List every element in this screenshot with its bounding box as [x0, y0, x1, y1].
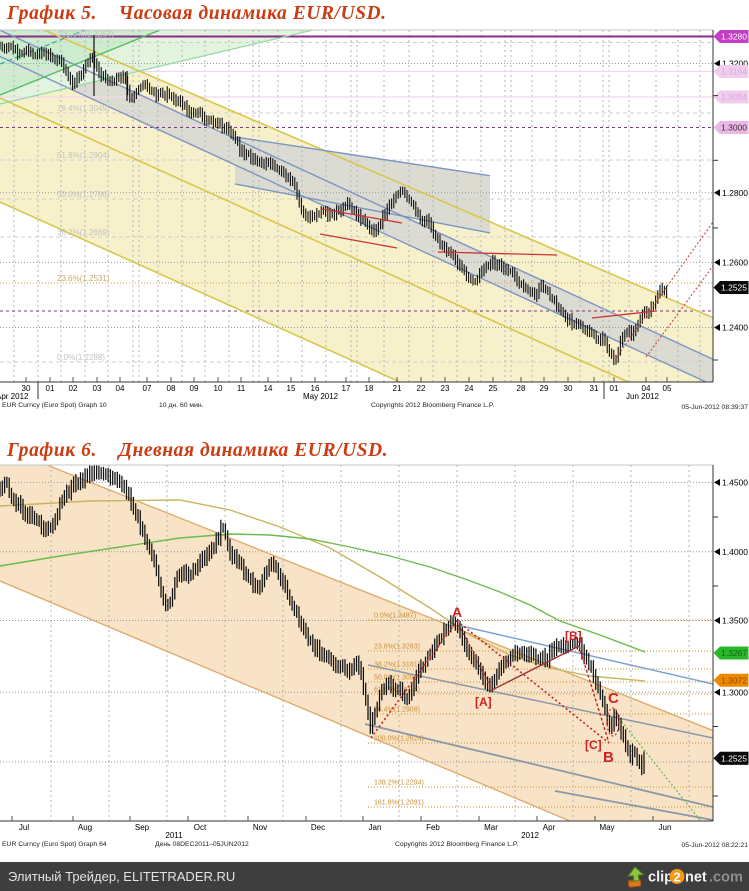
- svg-text:08: 08: [167, 384, 176, 393]
- svg-text:Jun 2012: Jun 2012: [626, 392, 659, 401]
- svg-text:1.3200: 1.3200: [722, 59, 748, 69]
- svg-text:1.2525: 1.2525: [721, 753, 747, 763]
- svg-text:10: 10: [214, 384, 223, 393]
- svg-text:Copyrights 2012 Bloomberg Fina: Copyrights 2012 Bloomberg Finance L.P.: [395, 841, 519, 848]
- svg-text:Jul: Jul: [19, 823, 29, 832]
- svg-text:Feb: Feb: [426, 823, 440, 832]
- svg-text:net: net: [685, 870, 707, 886]
- svg-text:50.0%(1.3098): 50.0%(1.3098): [374, 675, 420, 682]
- svg-text:Nov: Nov: [253, 823, 267, 832]
- svg-text:1.2600: 1.2600: [722, 258, 748, 268]
- svg-text:29: 29: [540, 384, 549, 393]
- svg-text:23.6%(1.2531): 23.6%(1.2531): [57, 274, 110, 283]
- svg-text:17: 17: [342, 384, 351, 393]
- svg-text:11: 11: [237, 384, 246, 393]
- svg-text:138.2%(1.2294): 138.2%(1.2294): [374, 780, 424, 787]
- svg-text:[B]: [B]: [565, 629, 582, 643]
- svg-text:14: 14: [264, 384, 273, 393]
- svg-text:Apr: Apr: [543, 823, 556, 832]
- svg-text:1.3072: 1.3072: [721, 676, 747, 686]
- svg-text:0.0%(1.2288): 0.0%(1.2288): [57, 353, 105, 362]
- svg-text:EUR Curncy (Euro Spot) Graph 6: EUR Curncy (Euro Spot) Graph 64: [2, 841, 107, 848]
- svg-text:100.0%(1.2624): 100.0%(1.2624): [374, 736, 424, 743]
- svg-text:76.4%(1.2908): 76.4%(1.2908): [374, 707, 420, 714]
- svg-text:161.8%(1.2091): 161.8%(1.2091): [374, 800, 424, 807]
- svg-text:EUR Curncy (Euro Spot) Graph 1: EUR Curncy (Euro Spot) Graph 10: [2, 402, 107, 409]
- svg-text:01: 01: [610, 384, 619, 393]
- svg-text:24: 24: [465, 384, 474, 393]
- svg-text:07: 07: [143, 384, 152, 393]
- svg-text:05: 05: [663, 384, 672, 393]
- svg-text:76.4%(1.3049): 76.4%(1.3049): [57, 104, 110, 113]
- svg-text:May 2012: May 2012: [303, 392, 339, 401]
- svg-text:1.3094: 1.3094: [721, 92, 747, 102]
- svg-text:.com: .com: [709, 870, 743, 886]
- svg-text:1.4000: 1.4000: [722, 547, 748, 557]
- svg-text:04: 04: [116, 384, 125, 393]
- svg-text:28: 28: [517, 384, 526, 393]
- svg-text:Aug: Aug: [78, 823, 92, 832]
- svg-text:25: 25: [489, 384, 498, 393]
- svg-text:03: 03: [93, 384, 102, 393]
- svg-text:1.3000: 1.3000: [721, 123, 747, 133]
- svg-text:1.2400: 1.2400: [722, 323, 748, 333]
- svg-text:04: 04: [642, 384, 651, 393]
- svg-text:[C]: [C]: [585, 738, 602, 752]
- svg-text:Jan: Jan: [369, 823, 382, 832]
- svg-text:30: 30: [564, 384, 573, 393]
- svg-text:2011: 2011: [165, 831, 183, 840]
- svg-text:1.3267: 1.3267: [721, 648, 747, 658]
- svg-text:09: 09: [190, 384, 199, 393]
- svg-text:clip: clip: [648, 870, 673, 886]
- svg-text:23: 23: [441, 384, 450, 393]
- svg-text:30: 30: [22, 384, 31, 393]
- svg-text:15: 15: [287, 384, 296, 393]
- svg-text:05-Jun-2012 08:39:37: 05-Jun-2012 08:39:37: [681, 404, 748, 411]
- svg-text:31: 31: [590, 384, 599, 393]
- svg-text:May: May: [599, 823, 614, 832]
- svg-text:16: 16: [311, 384, 320, 393]
- svg-text:Dec: Dec: [311, 823, 325, 832]
- svg-text:B: B: [603, 749, 614, 766]
- svg-text:10 дн. 60 мин.: 10 дн. 60 мин.: [159, 402, 204, 409]
- svg-text:18: 18: [365, 384, 374, 393]
- svg-text:Jun: Jun: [659, 823, 672, 832]
- svg-text:1.3500: 1.3500: [722, 616, 748, 626]
- svg-text:1.3164: 1.3164: [721, 67, 747, 77]
- svg-text:Apr 2012: Apr 2012: [0, 392, 29, 401]
- svg-text:2012: 2012: [521, 831, 539, 840]
- svg-text:02: 02: [69, 384, 78, 393]
- svg-text:0.0%(1.3487): 0.0%(1.3487): [374, 613, 416, 620]
- svg-text:Copyrights 2012 Bloomberg Fina: Copyrights 2012 Bloomberg Finance L.P.: [371, 402, 495, 409]
- svg-text:23.6%(1.3283): 23.6%(1.3283): [374, 644, 420, 651]
- svg-text:21: 21: [393, 384, 402, 393]
- svg-text:C: C: [608, 690, 619, 707]
- svg-text:1.2800: 1.2800: [722, 188, 748, 198]
- svg-text:2: 2: [673, 870, 680, 885]
- svg-text:100.0%(1.3264): 100.0%(1.3264): [57, 30, 114, 39]
- svg-text:1.3280: 1.3280: [721, 32, 747, 42]
- svg-text:22: 22: [417, 384, 426, 393]
- svg-text:1.2525: 1.2525: [721, 283, 747, 293]
- svg-text:50.0%(1.2786): 50.0%(1.2786): [57, 190, 110, 199]
- svg-text:1.3000: 1.3000: [722, 687, 748, 697]
- svg-text:День 08DEC2011–05JUN2012: День 08DEC2011–05JUN2012: [155, 841, 249, 848]
- svg-text:38.2%(1.3181): 38.2%(1.3181): [374, 662, 420, 669]
- svg-text:1.4500: 1.4500: [722, 478, 748, 488]
- svg-text:Oct: Oct: [194, 823, 207, 832]
- svg-text:61.8%(1.2904): 61.8%(1.2904): [57, 151, 110, 160]
- svg-text:05-Jun-2012 08:22:21: 05-Jun-2012 08:22:21: [681, 842, 748, 849]
- svg-text:38.2%(1.2669): 38.2%(1.2669): [57, 228, 110, 237]
- svg-text:A: A: [452, 604, 462, 620]
- svg-text:Mar: Mar: [484, 823, 498, 832]
- svg-text:61.8%(1.3014): 61.8%(1.3014): [374, 687, 420, 694]
- svg-text:01: 01: [46, 384, 55, 393]
- svg-text:Sep: Sep: [135, 823, 150, 832]
- svg-text:[A]: [A]: [475, 695, 492, 709]
